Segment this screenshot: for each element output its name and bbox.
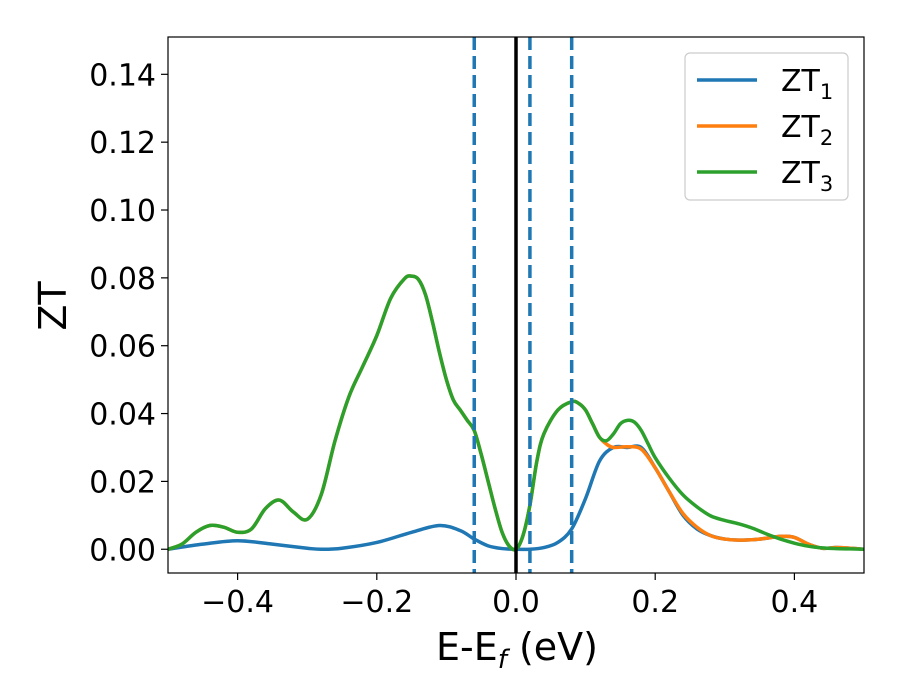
legend-label-subscript: 3	[820, 172, 833, 196]
x-tick-label: −0.4	[201, 585, 274, 620]
x-axis-label-main: E-E	[436, 625, 498, 669]
plot-area	[168, 37, 864, 573]
y-axis-label: ZT	[31, 281, 75, 331]
y-tick-label: 0.00	[89, 533, 156, 568]
axes: 0.000.020.040.060.080.100.120.14−0.4 −0.2…	[89, 36, 865, 620]
y-tick-label: 0.12	[89, 126, 156, 161]
x-axis-label-unit: (eV)	[507, 625, 598, 669]
legend-label-zt1: ZT1	[781, 64, 833, 104]
y-tick-label: 0.08	[89, 262, 156, 297]
x-tick-label: 0.4	[771, 585, 819, 620]
legend-box	[684, 52, 849, 201]
legend-label-zt3: ZT3	[781, 156, 833, 196]
legend-label-main: ZT	[781, 156, 821, 191]
legend-label-main: ZT	[781, 64, 821, 99]
y-tick-label: 0.10	[89, 194, 156, 229]
legend-label-zt2: ZT2	[781, 110, 833, 150]
x-tick-label: −0.2	[340, 585, 413, 620]
y-tick-label: 0.04	[89, 398, 156, 433]
y-tick-label: 0.02	[89, 465, 156, 500]
x-axis-label: E-Ef (eV)	[436, 625, 598, 675]
x-tick-label: 0.0	[492, 585, 540, 620]
y-tick-label: 0.06	[89, 330, 156, 365]
legend-label-subscript: 2	[820, 126, 833, 150]
legend-label-main: ZT	[781, 110, 821, 145]
y-tick-label: 0.14	[89, 58, 156, 93]
x-tick-label: 0.2	[631, 585, 679, 620]
plot-clip-group	[168, 37, 864, 573]
legend-label-subscript: 1	[820, 80, 833, 104]
